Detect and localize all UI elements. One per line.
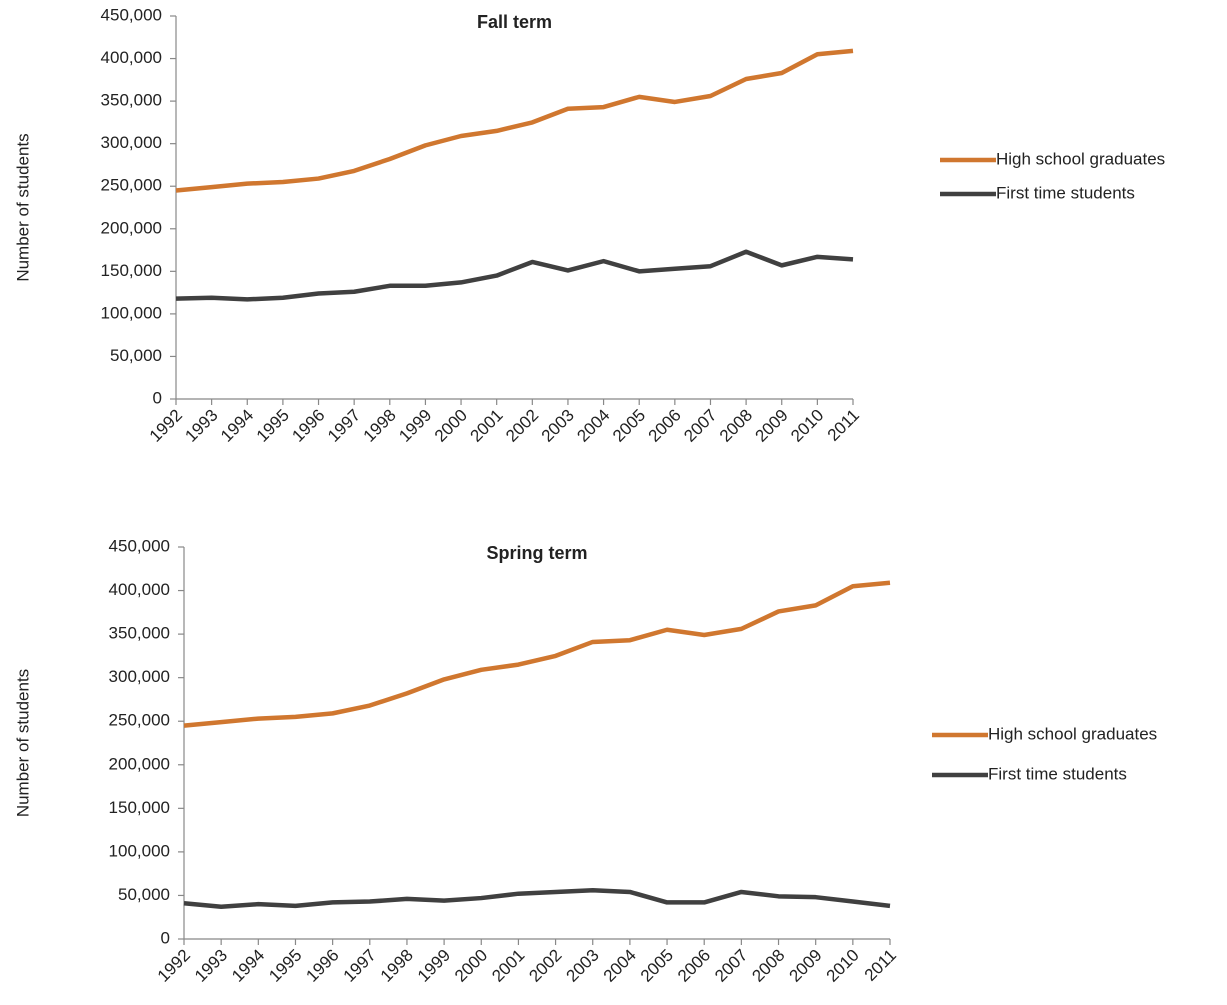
series-line [175,48,854,193]
y-axis-title: Number of students [13,133,32,281]
series-line [183,580,891,728]
x-tick-label: 2003 [538,406,578,446]
x-tick-label: 2004 [573,406,613,446]
x-tick-label: 2004 [600,946,640,986]
legend-label: High school graduates [988,724,1157,743]
x-tick-label: 2009 [752,406,792,446]
x-tick-label: 1993 [191,946,231,986]
x-tick-label: 1995 [265,946,305,986]
x-tick-label: 2000 [451,946,491,986]
y-tick-label: 400,000 [109,580,170,599]
y-tick-label: 350,000 [101,91,162,110]
y-tick-label: 250,000 [101,176,162,195]
x-tick-label: 2006 [674,946,714,986]
x-tick-label: 2003 [563,946,603,986]
legend-label: First time students [996,183,1135,202]
y-tick-label: 450,000 [109,536,170,555]
y-tick-label: 50,000 [118,885,170,904]
x-tick-label: 1995 [253,406,293,446]
y-tick-label: 100,000 [109,841,170,860]
x-tick-label: 2002 [502,406,542,446]
x-tick-label: 2008 [748,946,788,986]
y-tick-label: 100,000 [101,303,162,322]
y-tick-label: 50,000 [110,346,162,365]
x-tick-label: 2008 [716,406,756,446]
y-tick-label: 200,000 [101,218,162,237]
x-tick-label: 1996 [288,406,328,446]
y-tick-label: 250,000 [109,711,170,730]
chart-title: Spring term [486,543,587,563]
legend-label: High school graduates [996,149,1165,168]
x-tick-label: 2011 [861,946,900,985]
x-tick-label: 1994 [228,946,268,986]
x-tick-label: 1997 [324,406,364,446]
x-tick-label: 1992 [154,946,194,986]
x-tick-label: 2006 [645,406,685,446]
x-tick-label: 2002 [525,946,565,986]
x-tick-label: 1999 [414,946,454,986]
x-tick-label: 2010 [823,946,863,986]
x-tick-label: 2009 [786,946,826,986]
x-tick-label: 2007 [680,406,720,446]
legend-label: First time students [988,764,1127,783]
x-tick-label: 1998 [360,406,400,446]
chart-title: Fall term [477,12,552,32]
x-tick-label: 2001 [467,406,507,446]
x-tick-label: 2005 [609,406,649,446]
x-tick-label: 1999 [395,406,435,446]
x-tick-label: 1997 [340,946,380,986]
y-tick-label: 0 [161,928,170,947]
y-tick-label: 150,000 [101,261,162,280]
x-tick-label: 1998 [377,946,417,986]
x-tick-label: 1996 [302,946,342,986]
y-tick-label: 450,000 [101,5,162,24]
y-tick-label: 350,000 [109,624,170,643]
y-axis-title: Number of students [13,669,32,817]
x-tick-label: 2001 [488,946,528,986]
x-tick-label: 1992 [146,406,186,446]
x-tick-label: 1993 [181,406,221,446]
x-tick-label: 1994 [217,406,257,446]
y-tick-label: 300,000 [109,667,170,686]
y-tick-label: 0 [153,388,162,407]
series-line [183,887,891,910]
y-tick-label: 300,000 [101,133,162,152]
x-tick-label: 2007 [711,946,751,986]
x-tick-label: 2000 [431,406,471,446]
x-tick-label: 2010 [787,406,827,446]
x-tick-label: 2011 [824,406,863,445]
y-tick-label: 200,000 [109,754,170,773]
y-tick-label: 400,000 [101,48,162,67]
y-tick-label: 150,000 [109,798,170,817]
series-line [175,249,854,302]
x-tick-label: 2005 [637,946,677,986]
